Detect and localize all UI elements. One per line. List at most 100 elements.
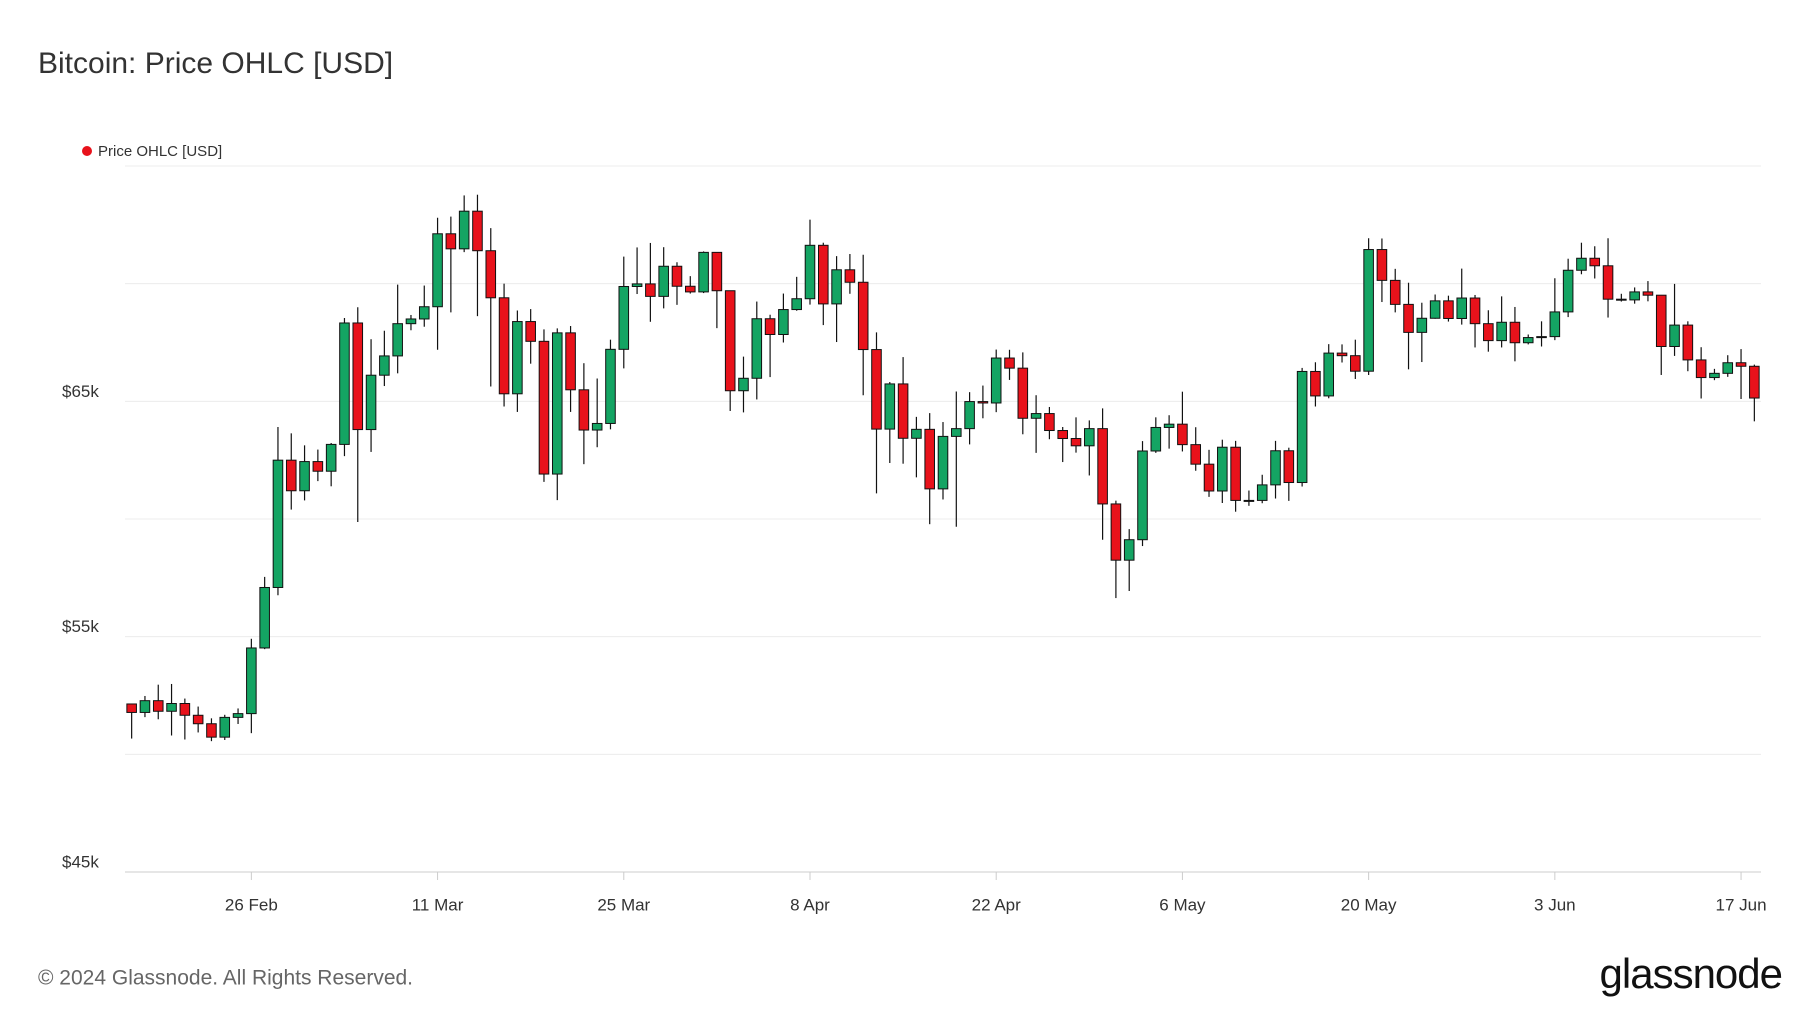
- candle-body: [1296, 370, 1308, 484]
- brand-logo: glassnode: [1600, 950, 1782, 997]
- candle-body: [538, 340, 550, 475]
- candle-body: [1217, 446, 1228, 492]
- candle-body: [405, 318, 417, 325]
- candle-body: [578, 389, 590, 431]
- candle-body: [512, 321, 523, 395]
- candle-body: [1030, 413, 1042, 419]
- candle-body: [285, 459, 297, 492]
- x-tick-label: 26 Feb: [225, 895, 278, 914]
- candle-body: [1177, 423, 1188, 446]
- copyright: © 2024 Glassnode. All Rights Reserved.: [38, 967, 413, 990]
- candle-body: [871, 349, 882, 430]
- candle-body: [897, 383, 909, 439]
- x-tick-label: 25 Mar: [597, 895, 650, 914]
- candle-body: [1629, 291, 1640, 301]
- candle-body: [1150, 426, 1162, 452]
- candle-body: [551, 332, 563, 475]
- legend-label: Price OHLC [USD]: [98, 143, 222, 160]
- candle-body: [166, 703, 177, 712]
- candle-body: [977, 401, 989, 404]
- candle-body: [831, 269, 842, 305]
- chart-title: Bitcoin: Price OHLC [USD]: [38, 47, 393, 80]
- y-tick-label: $65k: [62, 382, 99, 401]
- candle-body: [1655, 294, 1667, 348]
- candle-body: [1536, 336, 1547, 339]
- candle-body: [764, 318, 776, 335]
- candle-body: [684, 285, 696, 293]
- candle-body: [1190, 444, 1202, 465]
- candle-body: [1084, 428, 1095, 447]
- candle-body: [1243, 499, 1255, 502]
- candle-body: [911, 428, 922, 439]
- candle-body: [1057, 430, 1068, 440]
- candle-body: [791, 298, 802, 311]
- candle-body: [778, 309, 789, 335]
- candle-body: [126, 703, 137, 713]
- candle-body: [1270, 450, 1281, 486]
- candle-body: [1509, 321, 1521, 344]
- candle-body: [645, 283, 656, 297]
- candle-body: [1642, 291, 1654, 296]
- candle-body: [1110, 503, 1122, 561]
- candle-body: [1443, 300, 1454, 319]
- candle-body: [392, 323, 403, 357]
- candle-body: [1735, 362, 1747, 367]
- candle-body: [724, 290, 736, 392]
- candle-body: [139, 700, 151, 713]
- y-tick-label: $45k: [62, 852, 99, 871]
- candle-body: [711, 251, 723, 292]
- candle-body: [458, 210, 470, 250]
- candle-body: [1616, 298, 1627, 301]
- candle-body: [1709, 372, 1720, 379]
- candle-body: [192, 714, 204, 725]
- candle-body: [379, 355, 390, 376]
- candle-body: [1549, 311, 1561, 338]
- candle-body: [1416, 317, 1428, 333]
- candle-body: [472, 210, 483, 252]
- x-tick-label: 22 Apr: [972, 895, 1021, 914]
- candle-body: [259, 586, 270, 649]
- candle-body: [1363, 249, 1374, 372]
- candle-body: [738, 377, 749, 392]
- candle-body: [1429, 300, 1441, 319]
- candle-body: [339, 322, 350, 445]
- x-tick-label: 11 Mar: [412, 895, 464, 914]
- candle-body: [525, 321, 536, 342]
- candle-body: [1602, 265, 1614, 300]
- candle-body: [804, 244, 816, 300]
- candle-body: [751, 318, 763, 379]
- candle-body: [1576, 257, 1587, 271]
- candle-body: [1483, 323, 1494, 342]
- candle-body: [1310, 370, 1321, 397]
- candle-body: [618, 285, 630, 350]
- candle-body: [1749, 365, 1760, 399]
- candle-body: [1522, 337, 1534, 344]
- candle-body: [1389, 279, 1401, 305]
- candle-body: [485, 250, 497, 299]
- candle-body: [1403, 303, 1414, 333]
- candle-body: [857, 281, 869, 351]
- candle-body: [1123, 539, 1135, 561]
- candle-body: [671, 265, 683, 287]
- x-tick-label: 17 Jun: [1716, 895, 1767, 914]
- candle-body: [219, 716, 231, 738]
- candle-body: [1137, 450, 1148, 541]
- y-tick-label: $55k: [62, 617, 99, 636]
- candle-body: [964, 401, 975, 430]
- candle-body: [1682, 324, 1694, 361]
- candle-body: [365, 374, 377, 431]
- candle-body: [1256, 484, 1268, 501]
- candle-body: [325, 443, 337, 472]
- candle-body: [1323, 352, 1335, 397]
- candle-body: [698, 251, 709, 293]
- candle-body: [1203, 463, 1215, 492]
- x-tick-label: 6 May: [1159, 895, 1206, 914]
- candle-body: [1017, 367, 1029, 419]
- candle-body: [818, 244, 829, 305]
- candle-body: [246, 647, 257, 715]
- x-tick-label: 20 May: [1341, 895, 1397, 914]
- candle-body: [924, 428, 935, 490]
- legend-marker: [82, 146, 92, 156]
- candle-body: [1469, 297, 1481, 325]
